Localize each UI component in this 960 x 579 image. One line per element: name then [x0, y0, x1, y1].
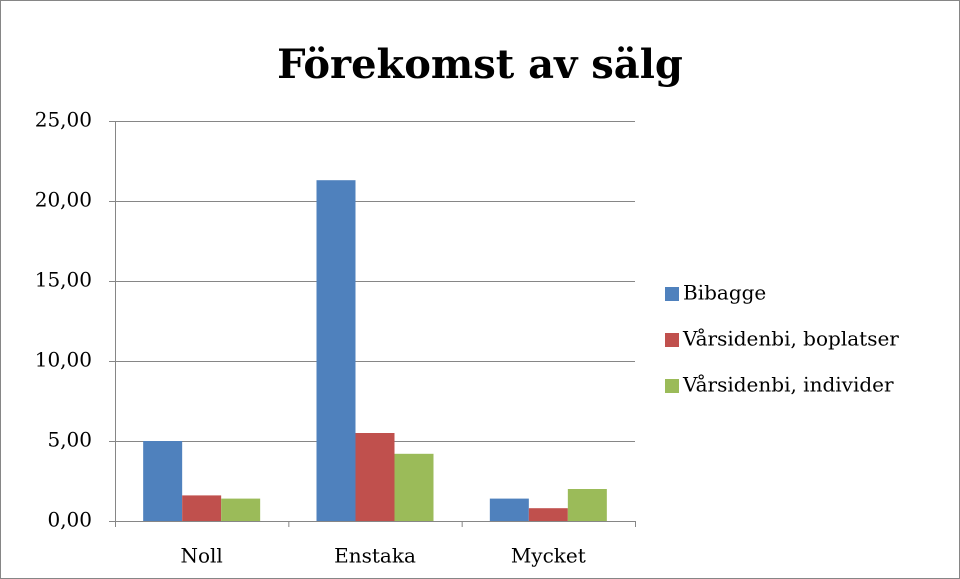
- bar: [355, 433, 395, 521]
- y-tick-label: 5,00: [47, 428, 92, 452]
- bar: [143, 441, 183, 521]
- x-tick-label: Mycket: [511, 544, 586, 568]
- legend-label: Vårsidenbi, individer: [682, 373, 894, 397]
- chart-title: Förekomst av sälg: [277, 41, 683, 88]
- bar: [182, 495, 222, 521]
- legend-label: Bibagge: [683, 281, 766, 305]
- y-tick-label: 15,00: [35, 268, 92, 292]
- legend-swatch: [665, 333, 679, 347]
- y-tick-label: 25,00: [35, 108, 92, 132]
- legend-swatch: [665, 379, 679, 393]
- legend-label: Vårsidenbi, boplatser: [682, 327, 899, 351]
- bar: [394, 453, 434, 521]
- x-tick-label: Enstaka: [334, 544, 416, 568]
- x-tick-label: Noll: [180, 544, 222, 568]
- legend-swatch: [665, 287, 679, 301]
- bar: [316, 180, 356, 521]
- bar: [221, 498, 261, 521]
- y-tick-label: 10,00: [35, 348, 92, 372]
- bar: [489, 498, 529, 521]
- y-tick-label: 0,00: [47, 508, 92, 532]
- bar: [528, 508, 568, 521]
- y-tick-label: 20,00: [35, 188, 92, 212]
- bar: [567, 489, 607, 521]
